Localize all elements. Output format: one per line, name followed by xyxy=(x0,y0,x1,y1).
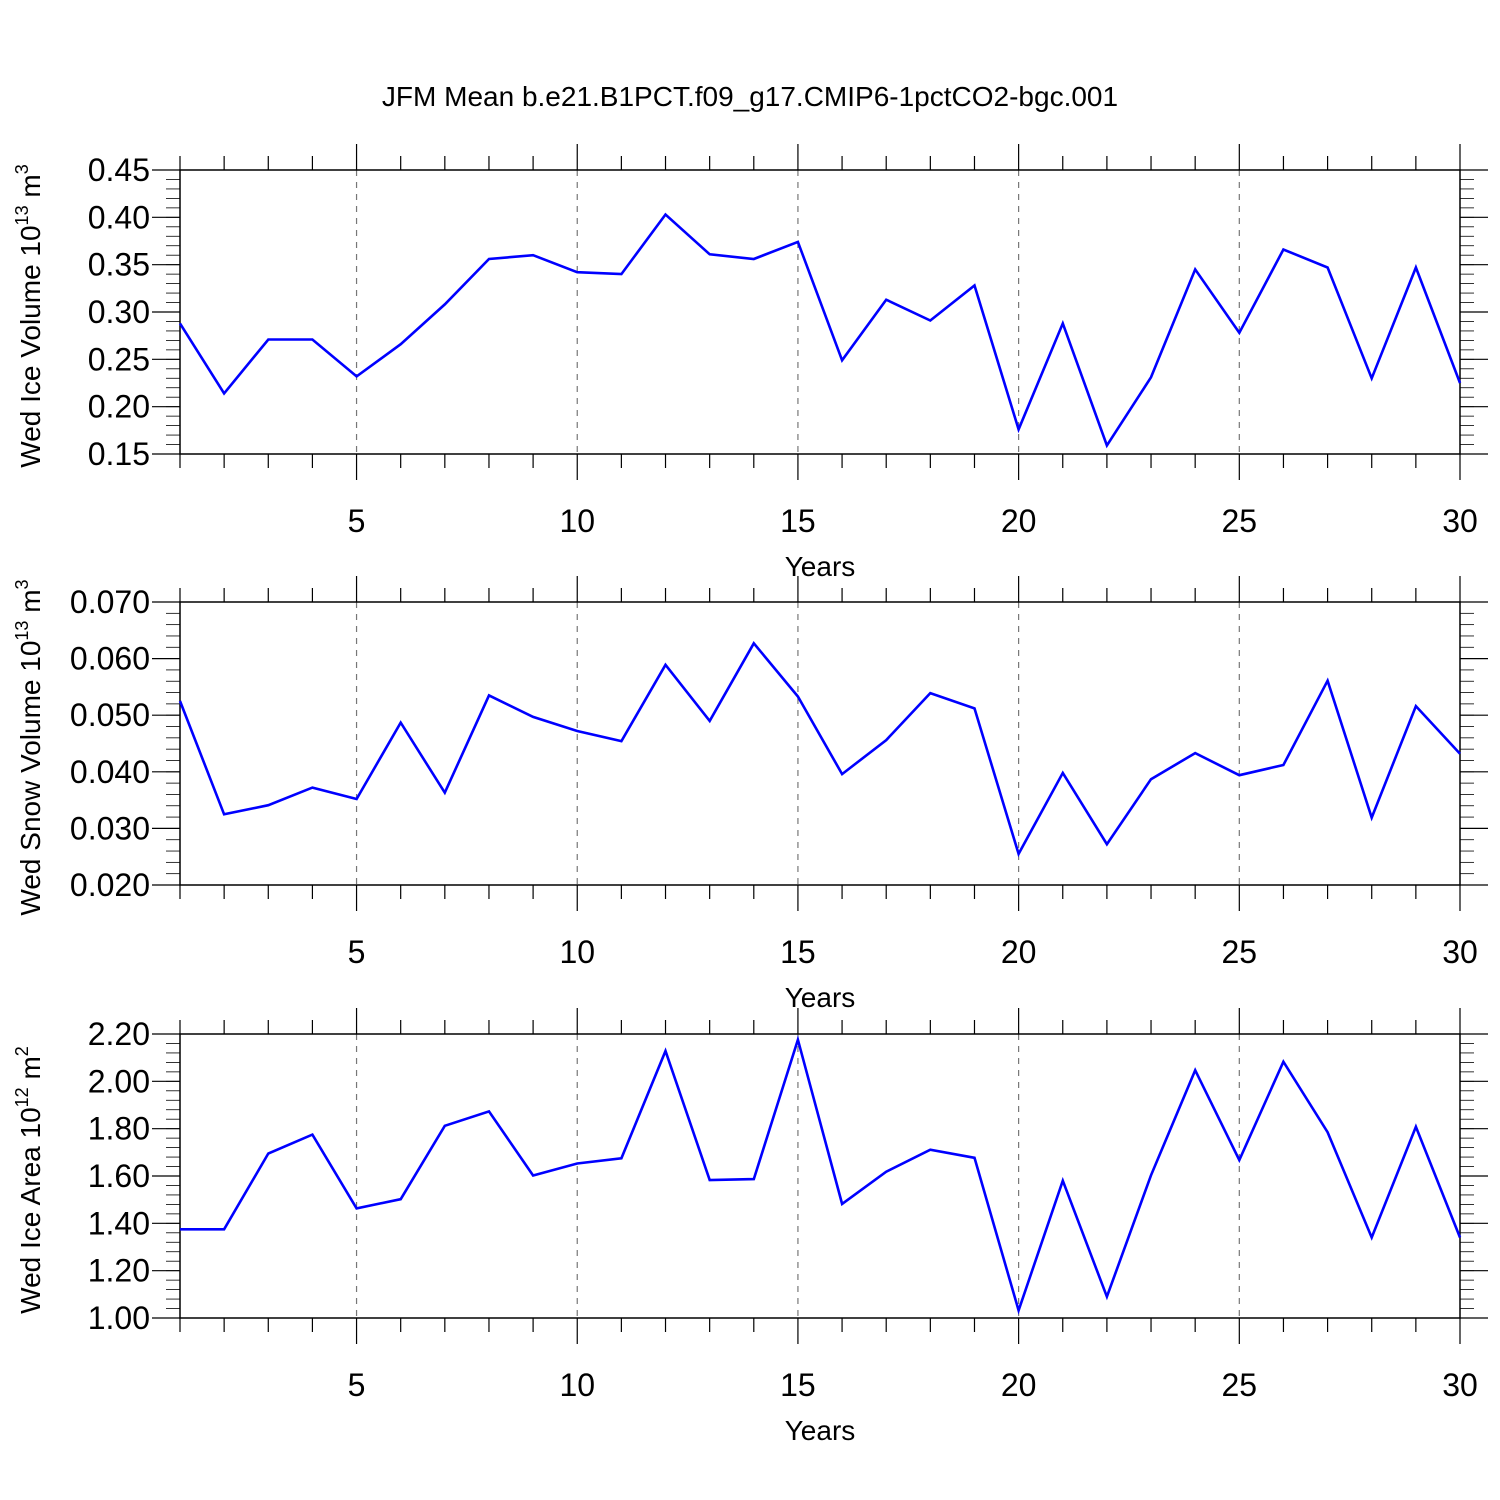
x-tick-label-25: 25 xyxy=(1222,503,1258,539)
y-tick-label-4: 1.80 xyxy=(88,1111,150,1147)
y-axis-label-unit: m xyxy=(15,174,46,205)
x-tick-label-5: 5 xyxy=(348,934,366,970)
panels: 5 10 15 20 25 30Years0.150.200.250.300.350.40… xyxy=(12,144,1488,1446)
x-tick-label-25: 25 xyxy=(1222,934,1258,970)
y-axis-label-exponent: 13 xyxy=(12,621,32,641)
x-axis-label: Years xyxy=(785,551,856,582)
y-tick-label-5: 2.00 xyxy=(88,1063,150,1099)
y-axis-label: Wed Snow Volume 1013 m3 xyxy=(12,579,46,915)
y-axis-label-unit: m xyxy=(15,1056,46,1087)
panel-ice-area: 5 10 15 20 25 30 Years 1.00 1.20 1.40 1.60 1.80 2.00… xyxy=(12,1008,1488,1446)
y-tick-label-1: 0.030 xyxy=(70,810,150,846)
x-axis-label: Years xyxy=(785,1415,856,1446)
y-tick-label-0: 1.00 xyxy=(88,1300,150,1336)
y-tick-label-5: 0.40 xyxy=(88,199,150,235)
x-tick-label-5: 5 xyxy=(348,503,366,539)
y-tick-label-2: 0.25 xyxy=(88,341,150,377)
series-line-ice-area xyxy=(180,1035,1462,1315)
x-tick-label-20: 20 xyxy=(1001,934,1037,970)
x-tick-label-25: 25 xyxy=(1222,1367,1258,1403)
y-axis-label-text: Wed Ice Volume 10 xyxy=(15,225,46,467)
x-tick-label-15: 15 xyxy=(780,1367,816,1403)
y-tick-label-2: 0.040 xyxy=(70,754,150,790)
y-axis-label-unit: m xyxy=(15,589,46,620)
y-axis-label-unit-exponent: 3 xyxy=(12,164,32,174)
series-line-ice-volume xyxy=(178,212,1462,449)
y-tick-label-6: 0.45 xyxy=(88,152,150,188)
series-line-snow-volume xyxy=(178,641,1461,858)
y-axis-label-unit-exponent: 3 xyxy=(12,579,32,589)
panel-snow-volume: 5 10 15 20 25 30 Years 0.020 0.030 0.040 0.050 0.06… xyxy=(12,576,1488,1013)
x-tick-label-30: 30 xyxy=(1442,1367,1478,1403)
figure-title: JFM Mean b.e21.B1PCT.f09_g17.CMIP6-1pctC… xyxy=(382,81,1118,112)
x-tick-label-15: 15 xyxy=(780,503,816,539)
y-axis-label-text: Wed Ice Area 10 xyxy=(15,1107,46,1314)
plot-frame xyxy=(179,601,1461,886)
x-tick-label-10: 10 xyxy=(559,1367,595,1403)
y-axis-label-text: Wed Snow Volume 10 xyxy=(15,641,46,916)
y-tick-label-4: 0.35 xyxy=(88,247,150,283)
y-axis-label: Wed Ice Area 1012 m2 xyxy=(12,1046,46,1314)
panel-ice-volume: 5 10 15 20 25 30 Years 0.15 0.20 0.25 0.30 0.35 0.40… xyxy=(12,144,1488,582)
y-tick-label-2: 1.40 xyxy=(88,1205,150,1241)
x-tick-label-10: 10 xyxy=(559,503,595,539)
y-axis-label-unit-exponent: 2 xyxy=(12,1046,32,1056)
y-tick-label-1: 1.20 xyxy=(88,1253,150,1289)
x-tick-label-10: 10 xyxy=(559,934,595,970)
x-tick-label-20: 20 xyxy=(1001,503,1037,539)
x-axis-label: Years xyxy=(785,982,856,1013)
y-tick-label-5: 0.070 xyxy=(70,584,150,620)
y-tick-label-3: 0.30 xyxy=(88,294,150,330)
y-axis-label: Wed Ice Volume 1013 m3 xyxy=(12,164,46,467)
y-tick-label-0: 0.15 xyxy=(88,436,150,472)
y-tick-label-1: 0.20 xyxy=(88,389,150,425)
y-axis-label-exponent: 12 xyxy=(12,1087,32,1107)
x-tick-label-5: 5 xyxy=(348,1367,366,1403)
y-axis-label-exponent: 13 xyxy=(12,205,32,225)
y-tick-label-4: 0.060 xyxy=(70,641,150,677)
x-tick-label-30: 30 xyxy=(1442,503,1478,539)
x-tick-label-20: 20 xyxy=(1001,1367,1037,1403)
y-tick-label-3: 0.050 xyxy=(70,697,150,733)
x-tick-label-15: 15 xyxy=(780,934,816,970)
y-tick-label-3: 1.60 xyxy=(88,1158,150,1194)
x-tick-label-30: 30 xyxy=(1442,934,1478,970)
y-tick-label-0: 0.020 xyxy=(70,867,150,903)
y-tick-label-6: 2.20 xyxy=(88,1016,150,1052)
